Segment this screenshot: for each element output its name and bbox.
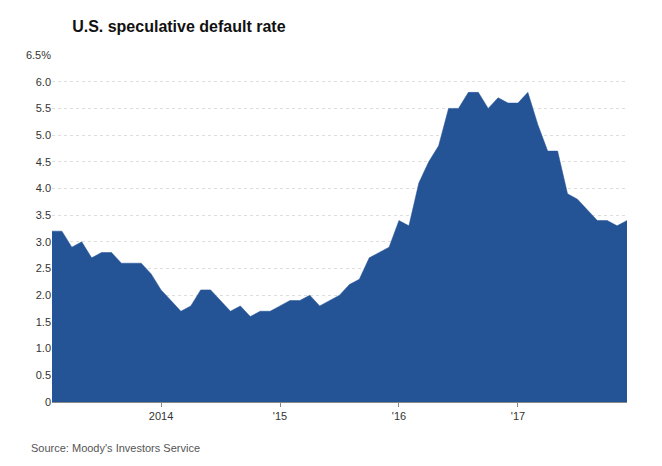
svg-text:5.0: 5.0 xyxy=(36,129,51,141)
svg-text:1.5: 1.5 xyxy=(36,316,51,328)
svg-text:4.0: 4.0 xyxy=(36,182,51,194)
svg-text:6.0: 6.0 xyxy=(36,76,51,88)
svg-text:'15: '15 xyxy=(273,410,287,422)
svg-text:0: 0 xyxy=(45,396,51,408)
svg-text:3.0: 3.0 xyxy=(36,236,51,248)
svg-text:1.0: 1.0 xyxy=(36,342,51,354)
svg-text:2014: 2014 xyxy=(149,410,173,422)
svg-text:4.5: 4.5 xyxy=(36,156,51,168)
svg-text:2.0: 2.0 xyxy=(36,289,51,301)
svg-text:6.5%: 6.5% xyxy=(26,49,51,61)
svg-text:U.S. speculative default rate: U.S. speculative default rate xyxy=(72,18,286,35)
svg-text:'16: '16 xyxy=(392,410,406,422)
svg-text:5.5: 5.5 xyxy=(36,102,51,114)
svg-text:'17: '17 xyxy=(511,410,525,422)
svg-text:2.5: 2.5 xyxy=(36,262,51,274)
svg-text:3.5: 3.5 xyxy=(36,209,51,221)
svg-text:Source: Moody's Investors Serv: Source: Moody's Investors Service xyxy=(31,442,200,454)
svg-text:0.5: 0.5 xyxy=(36,369,51,381)
